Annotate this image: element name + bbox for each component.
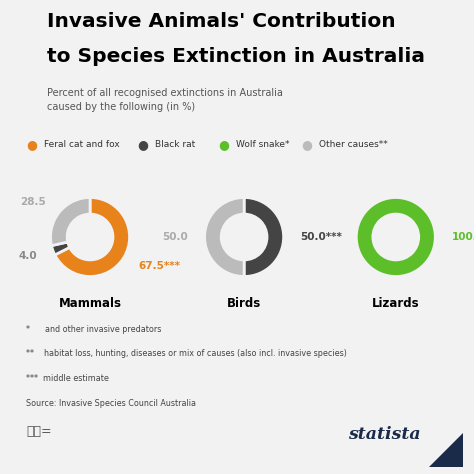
- Text: 50.0: 50.0: [162, 232, 188, 242]
- Text: **    habitat loss, hunting, diseases or mix of causes (also incl. invasive spec: ** habitat loss, hunting, diseases or mi…: [26, 349, 347, 358]
- Text: Lizards: Lizards: [372, 297, 419, 310]
- Text: 50.0***: 50.0***: [300, 232, 342, 242]
- Text: Invasive Animals' Contribution: Invasive Animals' Contribution: [47, 12, 396, 31]
- Wedge shape: [244, 198, 283, 276]
- Wedge shape: [51, 198, 90, 246]
- Text: Wolf snake*: Wolf snake*: [236, 140, 290, 149]
- Text: Source: Invasive Species Council Australia: Source: Invasive Species Council Austral…: [26, 399, 196, 408]
- Text: Black rat: Black rat: [155, 140, 196, 149]
- Text: 100.0: 100.0: [452, 232, 474, 242]
- Text: ●: ●: [26, 138, 37, 151]
- Text: Mammals: Mammals: [59, 297, 121, 310]
- Text: 28.5: 28.5: [20, 197, 46, 207]
- Polygon shape: [429, 433, 463, 467]
- Text: ●: ●: [137, 138, 148, 151]
- Text: statista: statista: [348, 426, 421, 443]
- Text: Ⓒⓘ=: Ⓒⓘ=: [26, 426, 52, 438]
- Text: 67.5***: 67.5***: [138, 261, 180, 271]
- Text: Other causes**: Other causes**: [319, 140, 388, 149]
- Text: ●: ●: [218, 138, 229, 151]
- Text: ●: ●: [301, 138, 312, 151]
- Text: *      and other invasive predators: * and other invasive predators: [26, 325, 162, 334]
- Wedge shape: [356, 198, 435, 276]
- Wedge shape: [205, 198, 244, 276]
- Text: 4.0: 4.0: [18, 251, 37, 261]
- Wedge shape: [55, 198, 129, 276]
- Text: Percent of all recognised extinctions in Australia
caused by the following (in %: Percent of all recognised extinctions in…: [47, 88, 283, 112]
- Text: ***  middle estimate: *** middle estimate: [26, 374, 109, 383]
- Text: Birds: Birds: [227, 297, 261, 310]
- Text: Feral cat and fox: Feral cat and fox: [44, 140, 120, 149]
- Wedge shape: [52, 242, 70, 255]
- Text: to Species Extinction in Australia: to Species Extinction in Australia: [47, 47, 425, 66]
